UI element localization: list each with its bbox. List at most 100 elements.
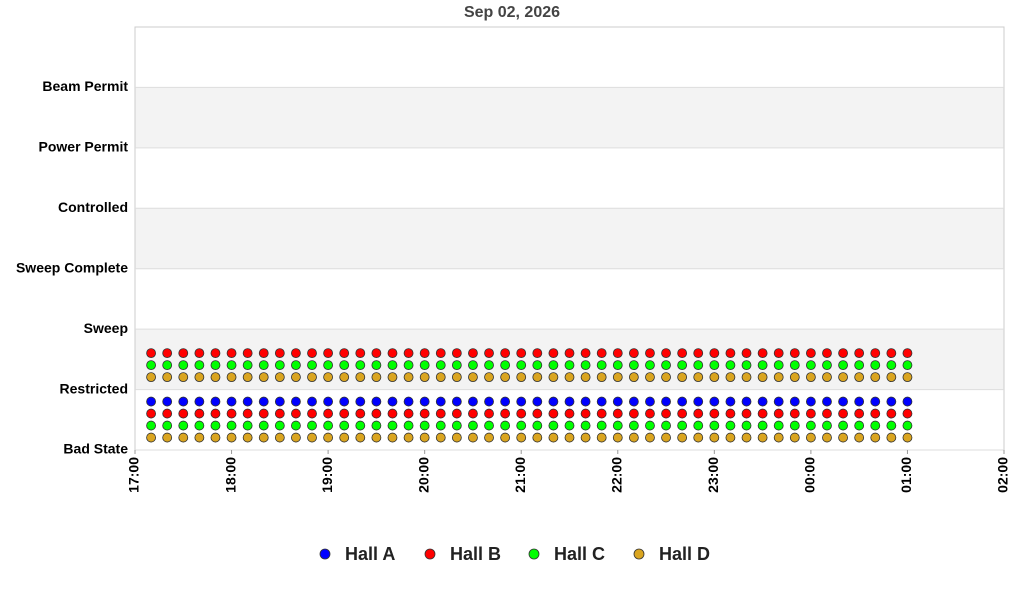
point [468,408,478,419]
point [564,408,575,419]
point [242,420,253,431]
point [628,348,639,359]
point [387,372,398,383]
point [226,408,237,419]
point [580,420,591,431]
point [258,432,269,443]
point [146,348,156,359]
point [596,396,607,407]
point [854,360,865,371]
legend-marker [528,548,540,560]
point [870,348,881,359]
point [725,372,736,383]
point [596,372,607,383]
point [291,420,301,431]
point [677,432,688,443]
point [580,432,591,443]
point [693,420,704,431]
point [516,348,527,359]
point [419,420,430,431]
point [757,396,768,407]
point [355,360,366,371]
point [612,372,623,383]
y-tick-label: Beam Permit [42,78,128,94]
point [902,348,913,359]
point [838,396,848,407]
point [902,420,913,431]
point [725,360,736,371]
point [435,396,446,407]
point [709,348,720,359]
point [516,432,527,443]
point [419,348,430,359]
point [339,348,350,359]
x-tick-label: 21:00 [512,457,528,493]
point [178,396,189,407]
point [403,360,414,371]
point [596,360,607,371]
x-tick-label: 01:00 [898,457,914,493]
point [532,360,543,371]
point [725,432,736,443]
point [291,408,301,419]
point [355,432,366,443]
point [226,432,237,443]
point [822,432,832,443]
chart-title: Sep 02, 2026 [464,4,560,21]
point [258,420,269,431]
point [709,408,720,419]
point [870,420,881,431]
point [210,348,221,359]
point [419,408,430,419]
point [307,420,317,431]
point [355,396,366,407]
point [516,372,527,383]
point [194,420,205,431]
point [355,420,366,431]
point [451,372,462,383]
point [339,408,350,419]
y-tick-label: Bad State [63,441,128,457]
point [194,348,205,359]
point [580,360,591,371]
point [274,408,285,419]
point [339,396,350,407]
x-tick-label: 20:00 [415,457,431,493]
point [564,396,575,407]
point [274,432,285,443]
point [194,432,205,443]
point [854,348,865,359]
point [226,348,237,359]
point [709,360,720,371]
point [757,432,768,443]
point [484,420,494,431]
point [661,348,671,359]
point [194,396,205,407]
point [323,408,334,419]
point [741,360,752,371]
x-tick-label: 02:00 [995,457,1011,493]
point [387,348,398,359]
point [564,372,575,383]
point [210,432,221,443]
x-tick-label: 22:00 [608,457,624,493]
legend-marker [319,548,331,560]
point [628,432,639,443]
point [902,372,913,383]
point [805,396,816,407]
point [258,408,269,419]
point [500,360,511,371]
point [902,396,913,407]
point [484,396,494,407]
point [242,360,253,371]
point [387,396,398,407]
point [709,396,720,407]
point [612,432,623,443]
point [178,408,189,419]
x-tick-label: 23:00 [705,457,721,493]
point [500,396,511,407]
point [210,420,221,431]
point [757,420,768,431]
point [435,360,446,371]
band [135,208,1004,269]
